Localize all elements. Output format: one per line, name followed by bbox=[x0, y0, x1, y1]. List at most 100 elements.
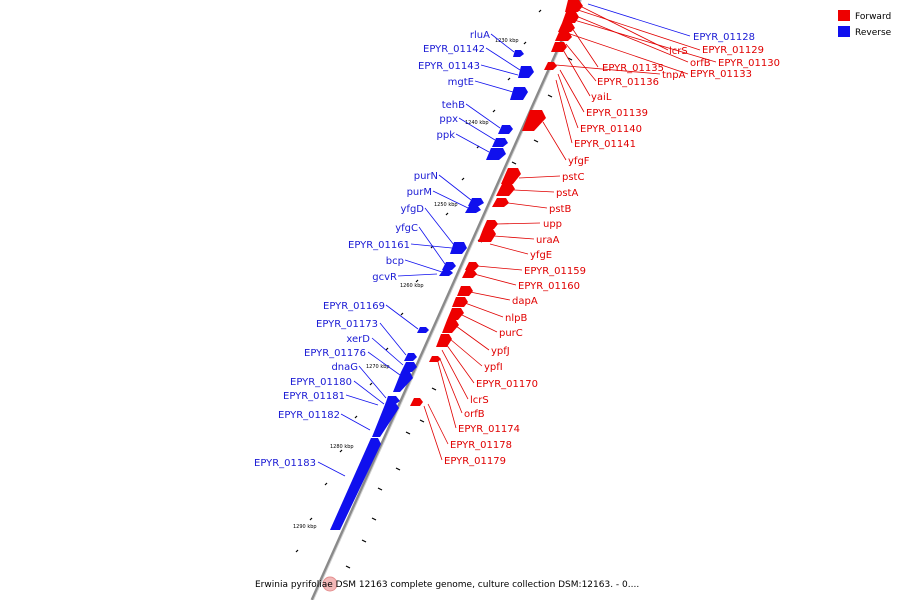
gene-label[interactable]: EPYR_01169 bbox=[323, 301, 385, 312]
kbp-label: 1230 kbp bbox=[495, 38, 519, 44]
reverse-gene-block bbox=[404, 353, 417, 361]
forward-gene-blocks bbox=[410, 0, 583, 406]
forward-gene-block bbox=[565, 0, 583, 12]
kbp-label: 1270 kbp bbox=[366, 364, 390, 370]
reverse-gene-block bbox=[492, 138, 508, 147]
legend: Forward Reverse bbox=[838, 10, 892, 38]
gene-label[interactable]: EPYR_01181 bbox=[283, 391, 345, 402]
gene-label[interactable]: EPYR_01135 bbox=[602, 63, 664, 74]
genome-caption: Erwinia pyrifoliae DSM 12163 complete ge… bbox=[255, 580, 639, 590]
gene-label[interactable]: EPYR_01179 bbox=[444, 456, 506, 467]
forward-gene-block bbox=[436, 334, 452, 347]
kbp-label: 1280 kbp bbox=[330, 444, 354, 450]
gene-label[interactable]: yfgC bbox=[395, 223, 418, 234]
legend-reverse-label: Reverse bbox=[855, 28, 892, 38]
gene-label[interactable]: lcrS bbox=[669, 46, 688, 57]
reverse-gene-block bbox=[518, 66, 534, 78]
reverse-gene-block bbox=[442, 262, 456, 270]
gene-label[interactable]: purC bbox=[499, 328, 523, 339]
legend-forward-label: Forward bbox=[855, 12, 891, 22]
gene-label[interactable]: EPYR_01174 bbox=[458, 424, 520, 435]
genome-backbone bbox=[310, 0, 582, 600]
gene-label[interactable]: EPYR_01140 bbox=[580, 124, 642, 135]
reverse-gene-block bbox=[330, 438, 381, 530]
kbp-label: 1250 kbp bbox=[434, 202, 458, 208]
gene-label[interactable]: EPYR_01129 bbox=[702, 45, 764, 56]
gene-label[interactable]: mgtE bbox=[448, 77, 474, 88]
forward-gene-block bbox=[462, 270, 477, 278]
forward-gene-block bbox=[496, 184, 515, 196]
gene-label[interactable]: EPYR_01139 bbox=[586, 108, 648, 119]
gene-label[interactable]: ypfJ bbox=[491, 346, 510, 357]
gene-label[interactable]: EPYR_01142 bbox=[423, 44, 485, 55]
forward-gene-block bbox=[483, 220, 498, 229]
reverse-gene-block bbox=[486, 148, 506, 160]
gene-label[interactable]: gcvR bbox=[372, 272, 397, 283]
reverse-gene-labels: rluA EPYR_01142 EPYR_01143 mgtE tehB ppx… bbox=[254, 30, 490, 469]
origin-marker bbox=[322, 576, 338, 592]
legend-forward-swatch bbox=[838, 10, 850, 21]
gene-label[interactable]: EPYR_01183 bbox=[254, 458, 316, 469]
reverse-gene-block bbox=[450, 242, 467, 254]
gene-label[interactable]: EPYR_01130 bbox=[718, 58, 780, 69]
gene-label[interactable]: pstC bbox=[562, 172, 584, 183]
gene-label[interactable]: purN bbox=[414, 171, 438, 182]
forward-gene-block bbox=[442, 320, 459, 333]
forward-gene-block bbox=[429, 356, 441, 362]
gene-label[interactable]: EPYR_01176 bbox=[304, 348, 366, 359]
forward-gene-labels: EPYR_01128 lcrS EPYR_01129 orfB EPYR_011… bbox=[444, 32, 780, 467]
reverse-gene-blocks bbox=[330, 50, 534, 530]
gene-label[interactable]: xerD bbox=[346, 334, 370, 345]
gene-label[interactable]: ypfI bbox=[484, 362, 503, 373]
gene-label[interactable]: yfgF bbox=[568, 156, 590, 167]
gene-label[interactable]: EPYR_01160 bbox=[518, 281, 580, 292]
gene-label[interactable]: EPYR_01159 bbox=[524, 266, 586, 277]
kbp-label: 1240 kbp bbox=[465, 120, 489, 126]
gene-label[interactable]: dapA bbox=[512, 296, 538, 307]
gene-label[interactable]: EPYR_01128 bbox=[693, 32, 755, 43]
forward-gene-block bbox=[501, 168, 521, 184]
gene-label[interactable]: EPYR_01133 bbox=[690, 69, 752, 80]
gene-label[interactable]: EPYR_01180 bbox=[290, 377, 352, 388]
gene-label[interactable]: EPYR_01173 bbox=[316, 319, 378, 330]
gene-label[interactable]: tehB bbox=[442, 100, 465, 111]
kbp-label: 1260 kbp bbox=[400, 283, 424, 289]
gene-label[interactable]: orfB bbox=[690, 58, 711, 69]
gene-label[interactable]: tnpA bbox=[662, 70, 686, 81]
gene-label[interactable]: lcrS bbox=[470, 395, 489, 406]
gene-label[interactable]: pstA bbox=[556, 188, 578, 199]
gene-label[interactable]: EPYR_01136 bbox=[597, 77, 659, 88]
kbp-scale: 1230 kbp 1240 kbp 1250 kbp 1260 kbp 1270… bbox=[293, 38, 519, 530]
gene-label[interactable]: orfB bbox=[464, 409, 485, 420]
gene-label[interactable]: EPYR_01161 bbox=[348, 240, 410, 251]
reverse-gene-block bbox=[417, 327, 429, 333]
forward-gene-block bbox=[492, 198, 509, 207]
gene-label[interactable]: nlpB bbox=[505, 313, 527, 324]
gene-label[interactable]: uraA bbox=[536, 235, 560, 246]
reverse-gene-block bbox=[468, 198, 484, 206]
gene-label[interactable]: pstB bbox=[549, 204, 571, 215]
forward-gene-block bbox=[558, 23, 575, 32]
forward-gene-block bbox=[410, 398, 423, 406]
gene-label[interactable]: EPYR_01141 bbox=[574, 139, 636, 150]
gene-label[interactable]: rluA bbox=[470, 30, 490, 41]
gene-label[interactable]: purM bbox=[407, 187, 432, 198]
gene-label[interactable]: ppx bbox=[439, 114, 458, 125]
gene-label[interactable]: ppk bbox=[437, 130, 456, 141]
gene-label[interactable]: EPYR_01182 bbox=[278, 410, 340, 421]
reverse-gene-block bbox=[439, 270, 453, 276]
gene-label[interactable]: yfgE bbox=[530, 250, 552, 261]
reverse-gene-block bbox=[401, 362, 417, 372]
gene-label[interactable]: EPYR_01170 bbox=[476, 379, 538, 390]
gene-label[interactable]: yaiL bbox=[591, 92, 612, 103]
gene-label[interactable]: EPYR_01143 bbox=[418, 61, 480, 72]
reverse-gene-block bbox=[465, 206, 481, 213]
gene-label[interactable]: EPYR_01178 bbox=[450, 440, 512, 451]
gene-label[interactable]: bcp bbox=[386, 256, 404, 267]
gene-label[interactable]: upp bbox=[543, 219, 562, 230]
gene-label[interactable]: yfgD bbox=[401, 204, 425, 215]
gene-label[interactable]: dnaG bbox=[331, 362, 358, 373]
kbp-label: 1290 kbp bbox=[293, 524, 317, 530]
reverse-gene-block bbox=[372, 402, 399, 437]
